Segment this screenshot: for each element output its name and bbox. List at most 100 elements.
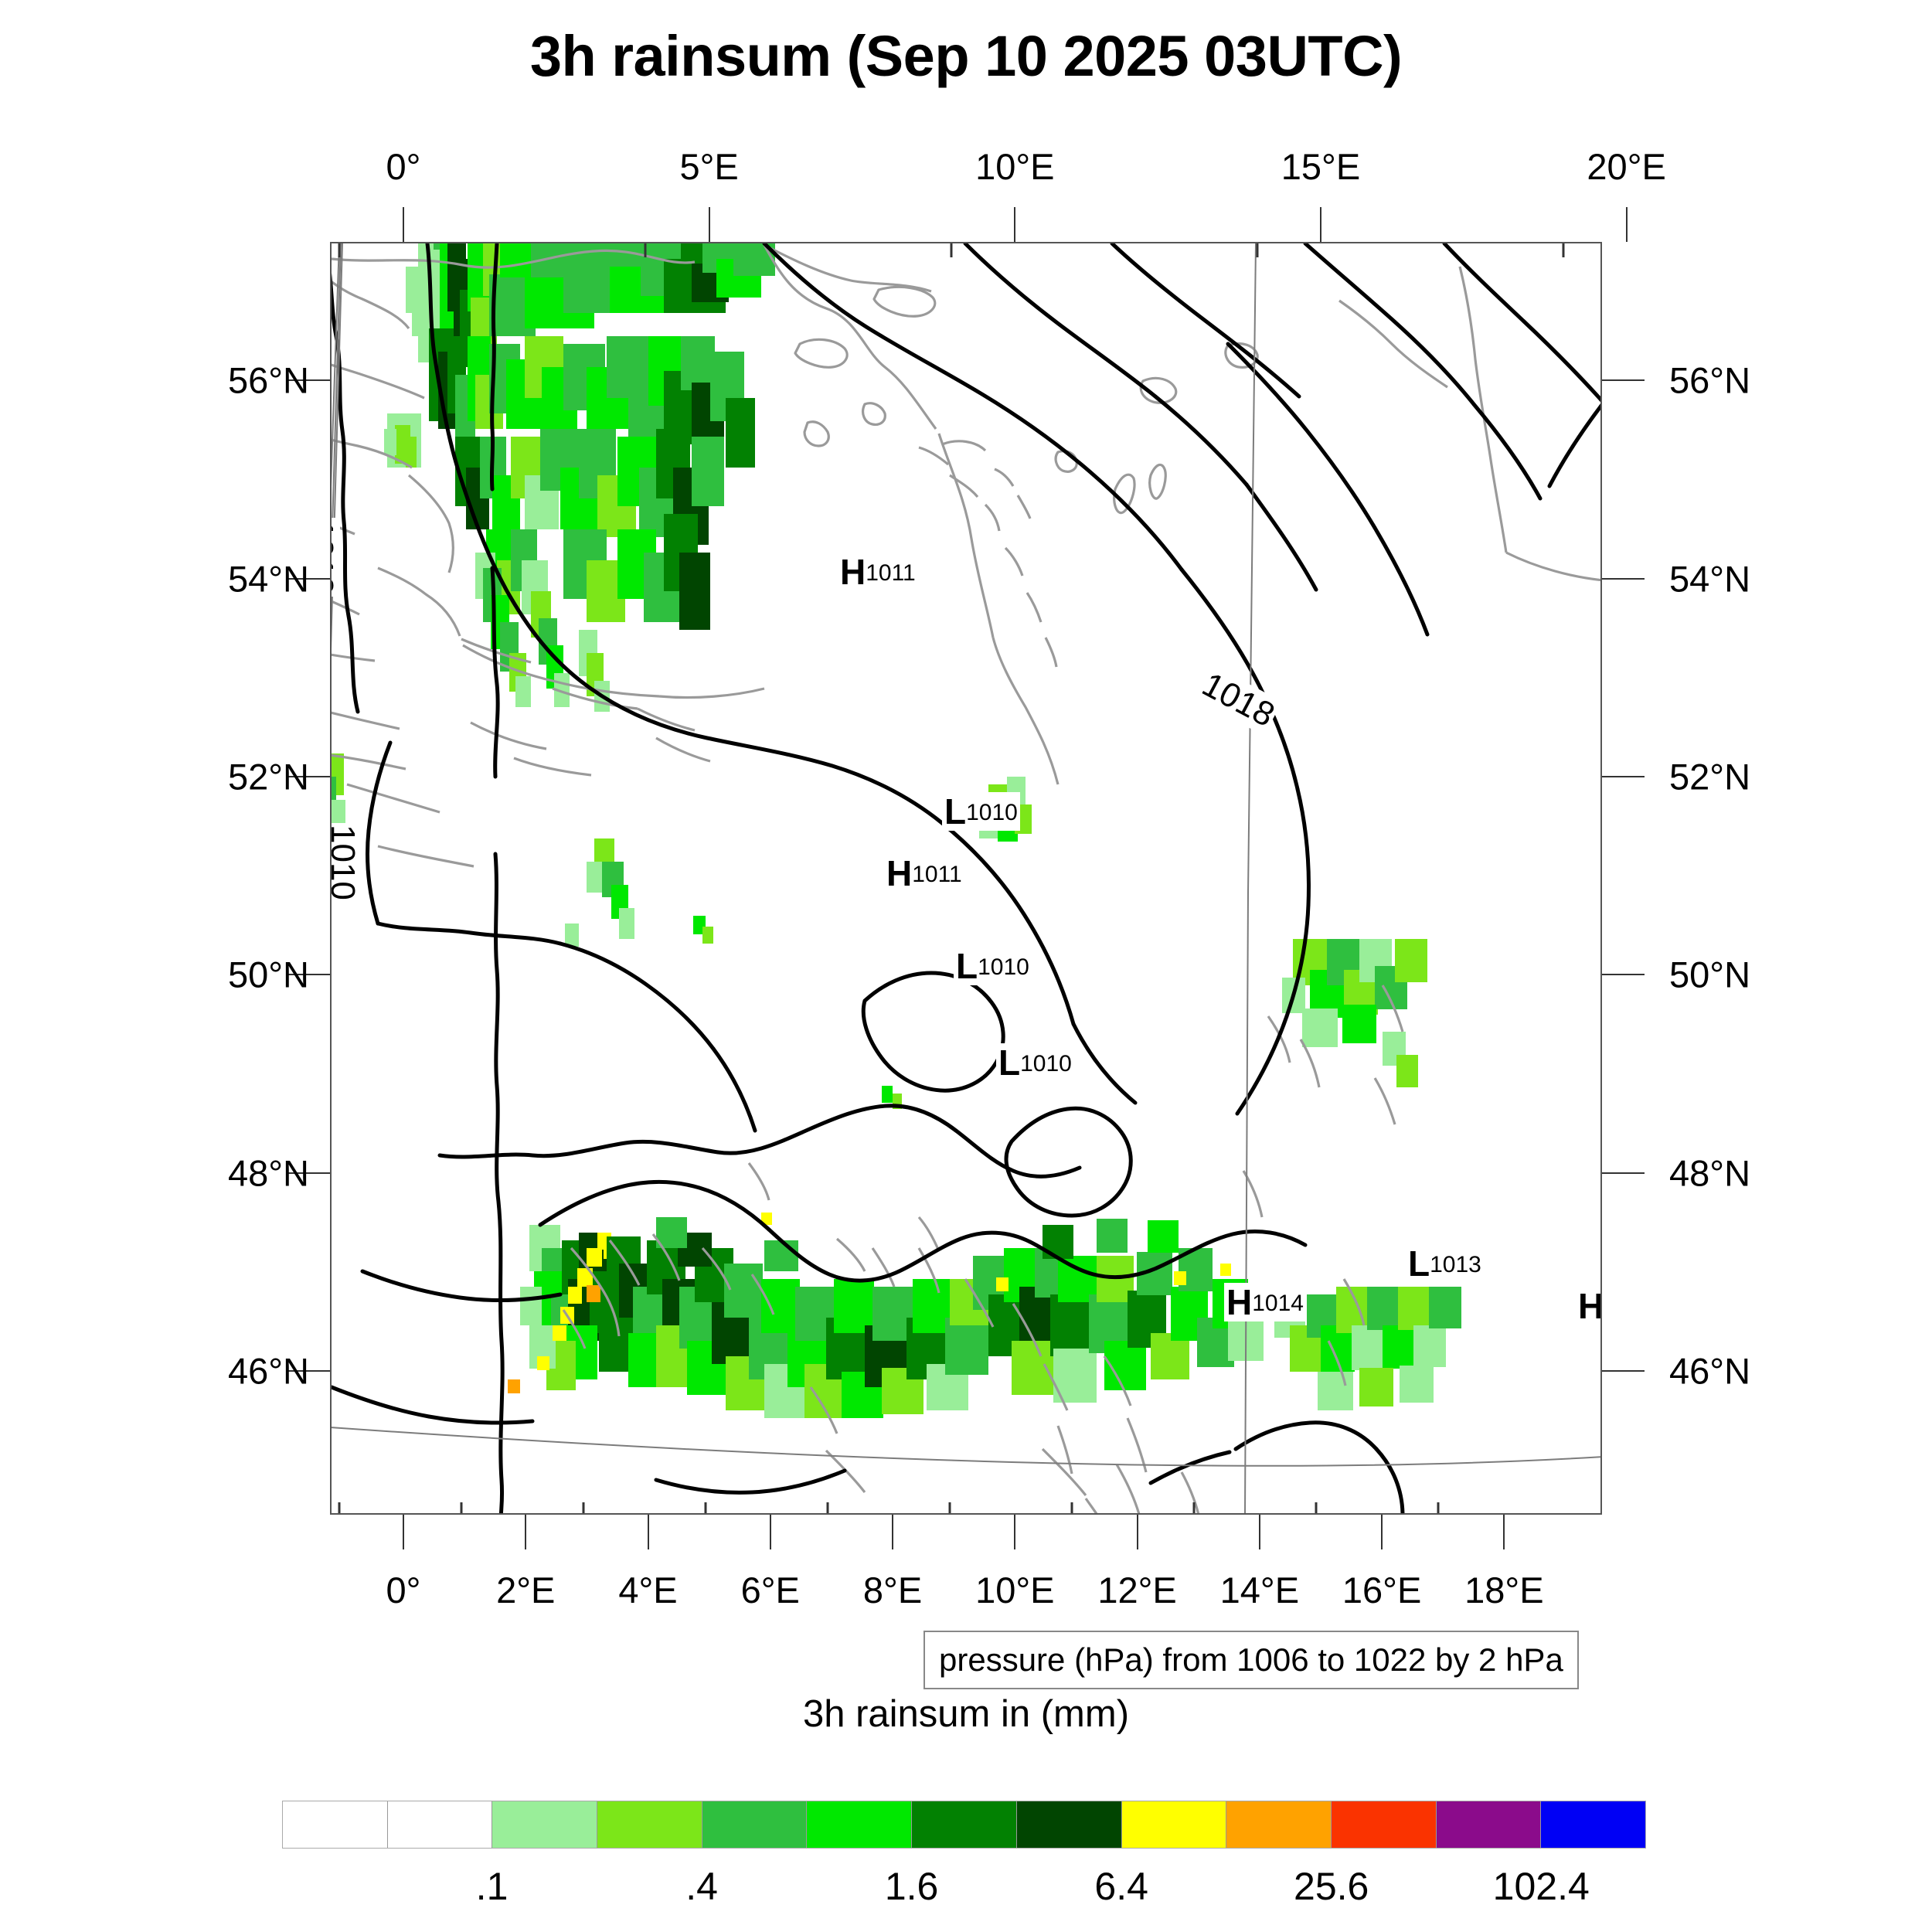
axis-right-tick: 54°N <box>1669 558 1751 600</box>
axis-right-tick: 52°N <box>1669 756 1751 798</box>
pressure-center-symbol: H <box>1226 1282 1253 1322</box>
axis-bottom-tick: 0° <box>386 1570 421 1611</box>
tickmark <box>525 1515 527 1549</box>
colorbar-segment[interactable] <box>702 1801 808 1848</box>
pressure-center-l-label: L1013 <box>1406 1244 1484 1283</box>
axis-left-tick: 50°N <box>227 954 309 995</box>
pressure-center-h-label: H1014 <box>1576 1286 1602 1326</box>
pressure-center-symbol: H <box>886 853 913 893</box>
axis-top-tick: 0° <box>386 146 421 187</box>
pressure-center-l-label: L1010 <box>942 792 1020 831</box>
tickmark <box>402 1515 404 1549</box>
colorbar-segment[interactable] <box>912 1801 1017 1848</box>
tickmark <box>1602 1370 1645 1372</box>
tickmark <box>1602 974 1645 976</box>
pressure-center-value: 1010 <box>966 800 1018 825</box>
axis-top-tick: 15°E <box>1281 146 1361 187</box>
tickmark <box>287 577 330 580</box>
colorbar-tick: 1.6 <box>884 1865 939 1908</box>
tickmark <box>287 1172 330 1174</box>
tickmark <box>287 974 330 976</box>
colorbar-caption: 3h rainsum in (mm) <box>802 1693 1130 1735</box>
pressure-center-symbol: H <box>840 552 866 592</box>
pressure-center-h-label: H1014 <box>1224 1283 1306 1321</box>
colorbar[interactable] <box>282 1801 1646 1849</box>
axis-bottom-tick: 18°E <box>1464 1570 1544 1611</box>
colorbar-tick: 102.4 <box>1492 1865 1590 1908</box>
colorbar-segment[interactable] <box>387 1801 493 1848</box>
pressure-center-value: 1010 <box>978 954 1029 980</box>
colorbar-tick: .1 <box>475 1865 509 1908</box>
axis-right-tick: 48°N <box>1669 1152 1751 1194</box>
pressure-center-value: 1014 <box>1252 1291 1304 1316</box>
colorbar-tick: 6.4 <box>1094 1865 1148 1908</box>
tickmark <box>1625 207 1628 242</box>
axis-top-tick: 10°E <box>975 146 1055 187</box>
tickmark <box>647 1515 649 1549</box>
axis-bottom-tick: 8°E <box>862 1570 923 1611</box>
pressure-center-symbol: L <box>944 791 967 832</box>
tickmark <box>708 207 710 242</box>
axis-bottom-tick: 12°E <box>1097 1570 1177 1611</box>
pressure-center-symbol: L <box>1408 1243 1430 1284</box>
tickmark <box>1602 379 1645 382</box>
colorbar-segment[interactable] <box>1226 1801 1332 1848</box>
pressure-center-value: 1011 <box>912 862 962 887</box>
axis-left-tick: 56°N <box>227 359 309 401</box>
tickmark <box>287 776 330 778</box>
colorbar-segment[interactable] <box>1331 1801 1437 1848</box>
axis-bottom-tick: 14°E <box>1219 1570 1300 1611</box>
tickmark <box>1319 207 1321 242</box>
pressure-center-value: 1010 <box>1020 1051 1072 1077</box>
contour-value-label: 1010 <box>332 518 340 597</box>
pressure-center-symbol: H <box>1578 1286 1602 1326</box>
axis-left-tick: 52°N <box>227 756 309 798</box>
tickmark <box>1602 776 1645 778</box>
colorbar-tick: .4 <box>685 1865 718 1908</box>
axis-top-tick: 5°E <box>679 146 739 187</box>
pressure-center-h-label: H1011 <box>838 553 918 591</box>
pressure-center-l-label: L1010 <box>996 1043 1074 1082</box>
axis-right-tick: 46°N <box>1669 1350 1751 1392</box>
axis-left-tick: 46°N <box>227 1350 309 1392</box>
colorbar-segment[interactable] <box>1436 1801 1542 1848</box>
colorbar-segment[interactable] <box>283 1801 388 1848</box>
colorbar-segment[interactable] <box>1541 1801 1645 1848</box>
tickmark <box>1503 1515 1505 1549</box>
axis-bottom-tick: 4°E <box>618 1570 678 1611</box>
graticule <box>332 243 1600 1513</box>
pressure-center-value: 1013 <box>1430 1252 1481 1277</box>
page-title: 3h rainsum (Sep 10 2025 03UTC) <box>529 24 1403 88</box>
coastline-layer <box>332 243 1600 1513</box>
axis-left-tick: 48°N <box>227 1152 309 1194</box>
colorbar-segment[interactable] <box>597 1801 702 1848</box>
pressure-center-value: 1011 <box>866 560 916 586</box>
tickmark <box>1136 1515 1138 1549</box>
frame-ticks <box>338 243 1565 1513</box>
tickmark <box>402 207 404 242</box>
axis-bottom-tick: 10°E <box>975 1570 1055 1611</box>
tickmark <box>287 1370 330 1372</box>
pressure-center-h-label: H1011 <box>884 854 964 893</box>
tickmark <box>1602 1172 1645 1174</box>
axis-right-tick: 56°N <box>1669 359 1751 401</box>
colorbar-segment[interactable] <box>807 1801 913 1848</box>
axis-right-tick: 50°N <box>1669 954 1751 995</box>
tickmark <box>1381 1515 1383 1549</box>
pressure-center-symbol: L <box>998 1043 1021 1083</box>
colorbar-segment[interactable] <box>1016 1801 1122 1848</box>
axis-left-tick: 54°N <box>227 558 309 600</box>
tickmark <box>287 379 330 382</box>
pressure-center-symbol: L <box>956 946 978 986</box>
colorbar-segment[interactable] <box>1121 1801 1227 1848</box>
axis-top-tick: 20°E <box>1587 146 1666 187</box>
axis-bottom-tick: 2°E <box>496 1570 556 1611</box>
tickmark <box>1014 1515 1016 1549</box>
tickmark <box>1258 1515 1260 1549</box>
colorbar-segment[interactable] <box>492 1801 598 1848</box>
pressure-center-l-label: L1010 <box>954 947 1032 985</box>
map-plot-area[interactable]: 1010 1010 1018 H1011 H1011 L1010 L1010 L1010 H1… <box>330 242 1602 1515</box>
axis-bottom-tick: 16°E <box>1342 1570 1422 1611</box>
tickmark <box>1014 207 1016 242</box>
tickmark <box>1602 577 1645 580</box>
